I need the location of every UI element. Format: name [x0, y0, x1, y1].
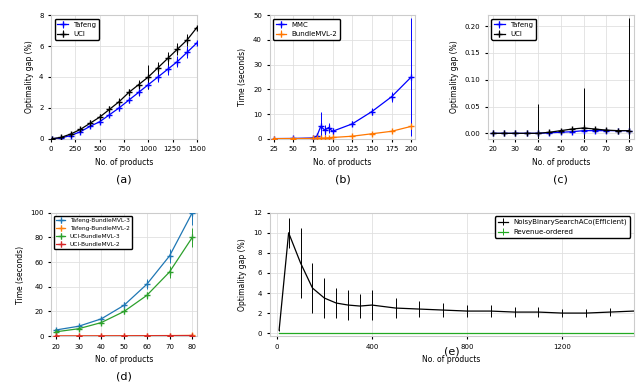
X-axis label: No. of products: No. of products — [95, 355, 153, 364]
Title: (d): (d) — [116, 372, 132, 382]
Title: (b): (b) — [335, 174, 350, 184]
Y-axis label: Time (seconds): Time (seconds) — [239, 48, 248, 106]
Legend: Tafeng-BundleMVL-3, Tafeng-BundleMVL-2, UCI-BundleMVL-3, UCI-BundleMVL-2: Tafeng-BundleMVL-3, Tafeng-BundleMVL-2, … — [54, 216, 132, 249]
X-axis label: No. of products: No. of products — [313, 158, 372, 167]
Legend: Tafeng, UCI: Tafeng, UCI — [492, 19, 536, 40]
Title: (e): (e) — [444, 347, 460, 357]
Legend: Tafeng, UCI: Tafeng, UCI — [54, 19, 99, 40]
X-axis label: No. of products: No. of products — [422, 355, 481, 364]
Y-axis label: Optimality gap (%): Optimality gap (%) — [450, 40, 459, 113]
Y-axis label: Optimality gap (%): Optimality gap (%) — [24, 40, 33, 113]
Legend: MMC, BundleMVL-2: MMC, BundleMVL-2 — [273, 19, 340, 40]
Legend: NoisyBinarySearchACo(Efficient), Revenue-ordered: NoisyBinarySearchACo(Efficient), Revenue… — [495, 216, 630, 238]
Title: (c): (c) — [554, 174, 568, 184]
Title: (a): (a) — [116, 174, 132, 184]
X-axis label: No. of products: No. of products — [532, 158, 590, 167]
X-axis label: No. of products: No. of products — [95, 158, 153, 167]
Y-axis label: Time (seconds): Time (seconds) — [15, 245, 24, 304]
Y-axis label: Optimality gap (%): Optimality gap (%) — [239, 238, 248, 311]
